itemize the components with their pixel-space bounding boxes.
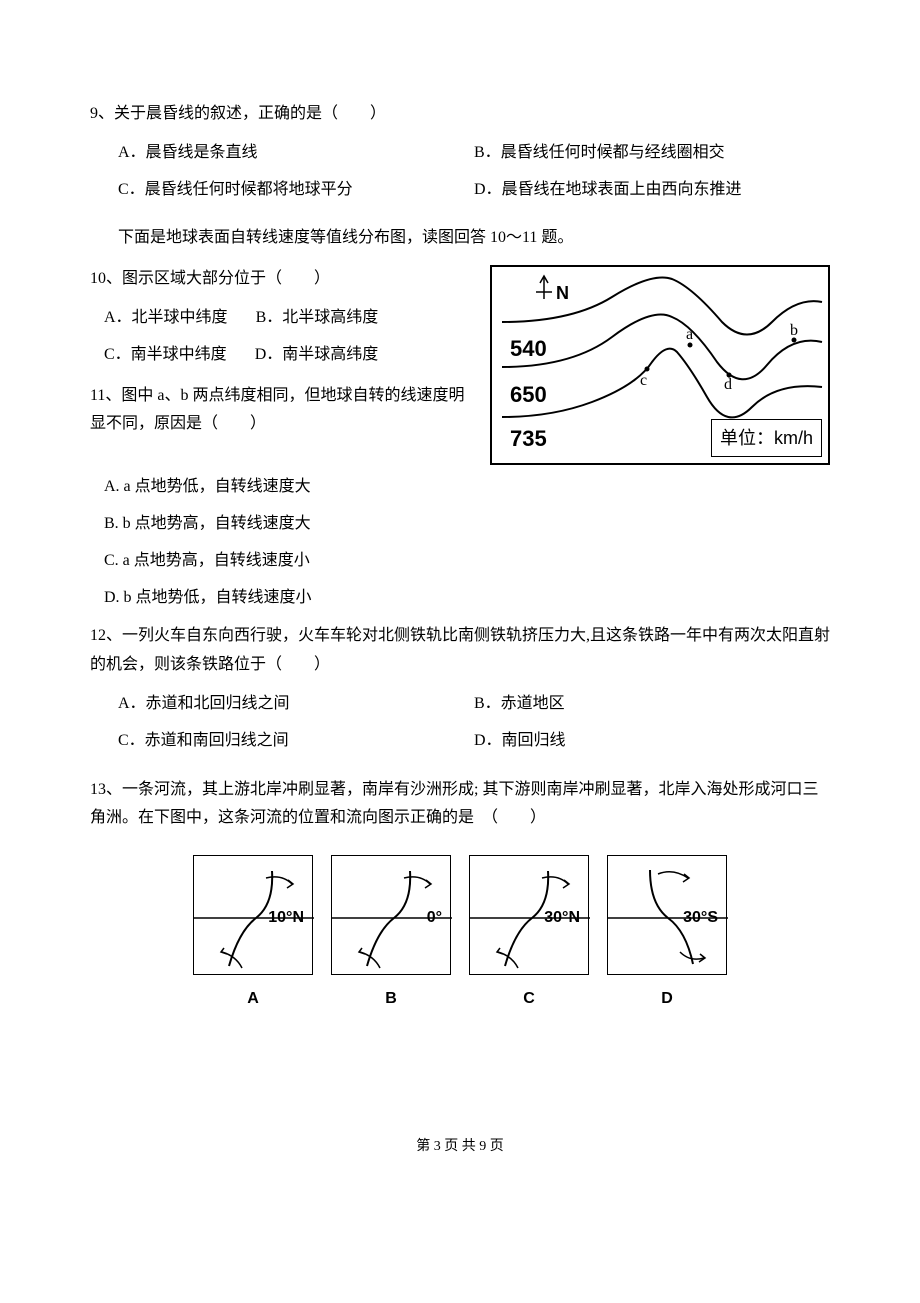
question-11-options: A. a 点地势低，自转线速度大 B. b 点地势高，自转线速度大 C. a 点…: [104, 473, 830, 612]
river-d-lat: 30°S: [683, 904, 718, 933]
north-label: N: [556, 277, 569, 309]
river-d: 30°S D: [607, 855, 727, 1014]
context-10-11: 下面是地球表面自转线速度等值线分布图，读图回答 10～11 题。: [118, 224, 830, 253]
label-b: b: [790, 317, 798, 346]
label-650: 650: [510, 375, 547, 415]
q11-opt-b: B. b 点地势高，自转线速度大: [104, 510, 830, 539]
question-9: 9、关于晨昏线的叙述，正确的是（ ） A．晨昏线是条直线 B．晨昏线任何时候都与…: [90, 100, 830, 212]
q10-opt-a: A．北半球中纬度: [104, 304, 228, 333]
question-12-options: A．赤道和北回归线之间 B．赤道地区 C．赤道和南回归线之间 D．南回归线: [118, 690, 830, 764]
question-11-text: 11、图中 a、b 两点纬度相同，但地球自转的线速度明显不同，原因是（ ）: [90, 382, 470, 440]
q10-q11-block: 10、图示区域大部分位于（ ） A．北半球中纬度 B．北半球高纬度 C．南半球中…: [90, 265, 830, 465]
river-a-lat: 10°N: [268, 904, 304, 933]
unit-value: km/h: [774, 428, 813, 448]
label-d: d: [724, 371, 732, 400]
curve-735: [502, 349, 822, 418]
label-540: 540: [510, 329, 547, 369]
q9-opt-b: B．晨昏线任何时候都与经线圈相交: [474, 139, 830, 168]
question-13-text: 13、一条河流，其上游北岸冲刷显著，南岸有沙洲形成; 其下游则南岸冲刷显著，北岸…: [90, 776, 830, 834]
river-b: 0° B: [331, 855, 451, 1014]
label-a: a: [686, 321, 693, 350]
label-c: c: [640, 367, 647, 396]
question-12: 12、一列火车自东向西行驶，火车车轮对北侧铁轨比南侧铁轨挤压力大,且这条铁路一年…: [90, 622, 830, 763]
q9-opt-a: A．晨昏线是条直线: [118, 139, 474, 168]
q12-opt-d: D．南回归线: [474, 727, 830, 756]
river-a: 10°N A: [193, 855, 313, 1014]
q9-opt-d: D．晨昏线在地球表面上由西向东推进: [474, 176, 830, 205]
page-footer: 第 3 页 共 9 页: [90, 1134, 830, 1159]
q10-opt-d: D．南半球高纬度: [255, 341, 379, 370]
question-11: 11、图中 a、b 两点纬度相同，但地球自转的线速度明显不同，原因是（ ）: [90, 382, 470, 440]
question-10-options: A．北半球中纬度 B．北半球高纬度 C．南半球中纬度 D．南半球高纬度: [104, 304, 470, 370]
q12-opt-c: C．赤道和南回归线之间: [118, 727, 474, 756]
question-9-options: A．晨昏线是条直线 B．晨昏线任何时候都与经线圈相交 C．晨昏线任何时候都将地球…: [118, 139, 830, 213]
river-d-letter: D: [607, 985, 727, 1014]
q12-opt-a: A．赤道和北回归线之间: [118, 690, 474, 719]
question-10: 10、图示区域大部分位于（ ） A．北半球中纬度 B．北半球高纬度 C．南半球中…: [90, 265, 470, 369]
q11-opt-d: D. b 点地势低，自转线速度小: [104, 584, 830, 613]
river-b-letter: B: [331, 985, 451, 1014]
river-a-letter: A: [193, 985, 313, 1014]
unit-box: 单位：km/h: [711, 419, 822, 457]
q10-opt-c: C．南半球中纬度: [104, 341, 227, 370]
question-13: 13、一条河流，其上游北岸冲刷显著，南岸有沙洲形成; 其下游则南岸冲刷显著，北岸…: [90, 776, 830, 834]
question-9-text: 9、关于晨昏线的叙述，正确的是（ ）: [90, 100, 830, 129]
q12-opt-b: B．赤道地区: [474, 690, 830, 719]
q11-opt-c: C. a 点地势高，自转线速度小: [104, 547, 830, 576]
question-12-text: 12、一列火车自东向西行驶，火车车轮对北侧铁轨比南侧铁轨挤压力大,且这条铁路一年…: [90, 622, 830, 680]
unit-prefix: 单位：: [720, 428, 774, 448]
river-b-lat: 0°: [427, 904, 442, 933]
label-735: 735: [510, 419, 547, 459]
q11-opt-a: A. a 点地势低，自转线速度大: [104, 473, 830, 502]
curve-650: [502, 315, 822, 380]
river-c: 30°N C: [469, 855, 589, 1014]
river-c-letter: C: [469, 985, 589, 1014]
river-diagrams: 10°N A 0° B: [90, 855, 830, 1014]
curve-540: [502, 278, 822, 335]
q10-opt-b: B．北半球高纬度: [256, 304, 379, 333]
rotation-speed-chart: N 540 650 735 a b c d 单位：km/h: [490, 265, 830, 465]
question-10-text: 10、图示区域大部分位于（ ）: [90, 265, 470, 294]
q9-opt-c: C．晨昏线任何时候都将地球平分: [118, 176, 474, 205]
river-c-lat: 30°N: [544, 904, 580, 933]
